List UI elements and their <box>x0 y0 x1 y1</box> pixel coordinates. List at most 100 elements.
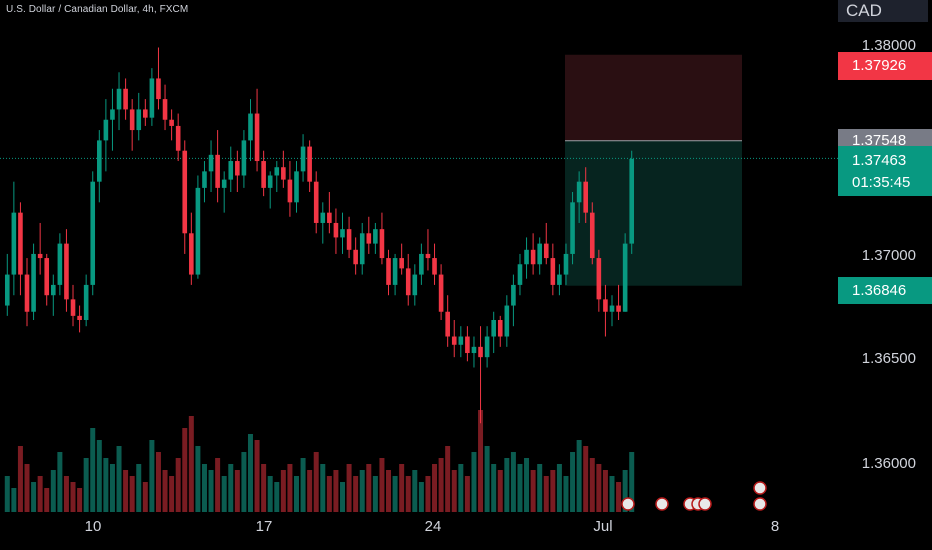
candle-body <box>143 109 148 118</box>
candle-body <box>392 258 398 285</box>
volume-bar <box>31 482 37 512</box>
volume-bar <box>504 458 510 512</box>
volume-bar <box>359 470 365 512</box>
candle-body <box>386 258 391 285</box>
candle-body <box>425 253 431 259</box>
candle-body <box>471 346 477 354</box>
candle-body <box>18 212 23 275</box>
economic-event-icon <box>698 497 712 511</box>
candle-body <box>346 229 352 250</box>
candle-body <box>149 78 155 118</box>
volume-bar <box>234 470 240 512</box>
candle-body <box>445 311 450 337</box>
volume-bar <box>458 464 464 512</box>
volume-bar <box>228 464 234 512</box>
volume-bar <box>162 470 168 512</box>
candle-body <box>465 336 470 354</box>
candle-body <box>419 253 424 275</box>
candle-body <box>366 233 372 244</box>
volume-bar <box>44 488 50 512</box>
candle-body <box>294 171 299 203</box>
volume-bar <box>24 464 30 512</box>
volume-bar <box>215 458 221 512</box>
volume-bar <box>307 470 313 512</box>
currency-label[interactable]: CAD <box>838 0 928 22</box>
volume-bar <box>149 440 155 512</box>
candle-body <box>622 243 628 312</box>
volume-bar <box>379 458 385 512</box>
candle-body <box>11 212 17 275</box>
candle-body <box>320 212 326 223</box>
candle-body <box>511 284 516 306</box>
candle-body <box>491 320 496 337</box>
volume-bar <box>464 476 470 512</box>
candle-body <box>353 249 358 265</box>
candle-body <box>478 346 483 358</box>
entry-value: 1.37548 <box>852 132 907 149</box>
candle-body <box>517 264 523 285</box>
candle-body <box>550 258 556 285</box>
volume-bar <box>596 464 602 512</box>
countdown-timer: 01:35:45 <box>852 174 911 191</box>
candle-body <box>110 109 115 120</box>
volume-bar <box>70 482 76 512</box>
candle-body <box>175 125 181 151</box>
economic-event-icon <box>753 497 767 511</box>
volume-bar <box>326 476 332 512</box>
volume-bar <box>208 470 214 512</box>
volume-bar <box>484 446 490 512</box>
event-markers <box>621 481 767 511</box>
candle-body <box>37 253 43 259</box>
candle-body <box>208 154 214 172</box>
candle-body <box>70 299 76 316</box>
volume-bar <box>169 476 175 512</box>
symbol-title[interactable]: U.S. Dollar / Canadian Dollar, 4h, FXCM <box>6 4 189 15</box>
volume-bar <box>77 488 83 512</box>
volume-bar <box>491 464 497 512</box>
volume-bar <box>478 410 484 512</box>
candle-body <box>281 167 286 180</box>
candle-body <box>340 229 345 238</box>
volume-bar <box>287 464 293 512</box>
candle-body <box>373 229 378 244</box>
volume-bar <box>629 452 635 512</box>
candle-body <box>189 233 194 275</box>
volume-bar <box>182 428 188 512</box>
candle-body <box>313 181 319 223</box>
candle-body <box>563 253 569 275</box>
economic-event-icon <box>753 481 767 495</box>
economic-event-icon <box>621 497 635 511</box>
candle-body <box>438 274 444 312</box>
candle-body <box>235 161 240 176</box>
candle-body <box>451 336 457 345</box>
volume-bar <box>142 482 148 512</box>
volume-bar <box>201 464 207 512</box>
date-axis-label: 17 <box>255 518 273 535</box>
volume-bar <box>320 464 326 512</box>
volume-bar <box>241 452 247 512</box>
volume-bar <box>280 470 286 512</box>
volume-bar <box>267 476 273 512</box>
date-axis-label: 10 <box>84 518 102 535</box>
candle-body <box>576 181 582 203</box>
candle-body <box>497 320 503 337</box>
candle-body <box>195 187 201 275</box>
volume-bar <box>50 470 56 512</box>
candle-body <box>359 233 365 265</box>
volume-bar <box>399 464 405 512</box>
volume-bar <box>392 476 398 512</box>
candle-body <box>589 212 595 259</box>
volume-bar <box>333 470 339 512</box>
volume-bar <box>116 446 122 512</box>
candle-body <box>169 119 174 126</box>
candle-body <box>524 249 529 265</box>
candle-body <box>202 171 207 188</box>
volume-bar <box>96 440 102 512</box>
volume-bar <box>622 470 628 512</box>
volume-bar <box>155 452 161 512</box>
volume-bar <box>4 476 10 512</box>
volume-bar <box>405 476 411 512</box>
candle-body <box>530 249 536 265</box>
candle-body <box>300 146 306 172</box>
